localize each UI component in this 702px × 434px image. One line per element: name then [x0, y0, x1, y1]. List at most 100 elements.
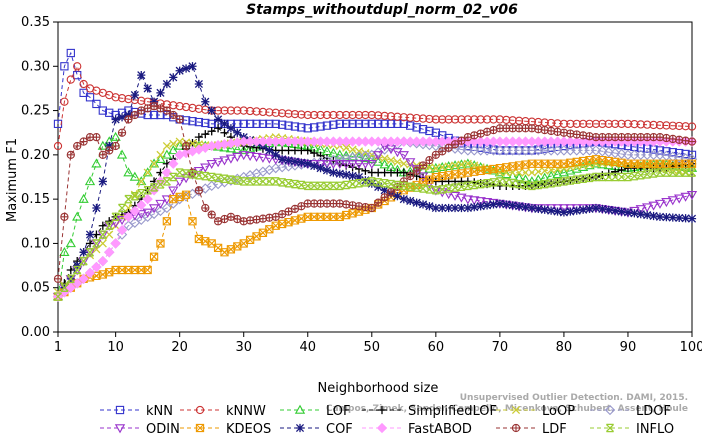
data-point-inflo: [53, 292, 63, 301]
data-point-lof: [84, 176, 96, 186]
data-point-odin: [232, 152, 243, 162]
data-point-simplifiedlof: [98, 221, 107, 230]
data-point-simplifiedlof: [220, 128, 229, 137]
data-point-ldf: [425, 156, 434, 164]
data-point-lof: [174, 140, 185, 150]
data-point-simplifiedlof: [66, 265, 75, 275]
data-point-knnw: [53, 141, 63, 151]
data-point-simplifiedlof: [611, 167, 620, 176]
data-point-ldf-ring: [162, 106, 172, 115]
y-tick-label: 0.25: [21, 104, 50, 119]
data-point-ldf: [406, 172, 414, 180]
data-point-knnw: [239, 106, 248, 115]
data-point-ldf-ring: [450, 140, 460, 149]
plot-area: 0.00 0.05 0.10 0.15 0.20 0.25 0.30 0.35 1 10 20 30 4…: [21, 15, 702, 355]
data-point-ldf-ring: [265, 213, 274, 222]
data-point-knnw: [604, 119, 613, 129]
data-point-inflo: [617, 172, 626, 182]
data-point-ldf: [124, 115, 133, 124]
y-tick-label: 0.00: [21, 325, 50, 340]
data-point-knnw: [566, 119, 575, 129]
data-point-ldf-ring: [457, 136, 466, 145]
data-point-inflo: [527, 181, 536, 191]
data-point-cof: [668, 213, 677, 222]
data-point-ldf: [182, 142, 190, 150]
data-point-ldf: [112, 142, 120, 150]
data-point-inflo: [470, 180, 479, 190]
data-point-cof: [297, 158, 306, 167]
data-point-inflo: [105, 221, 114, 230]
data-point-cof: [540, 205, 549, 214]
data-point-ldf-ring: [668, 134, 677, 144]
data-point-knn: [367, 119, 376, 129]
data-point-knn: [310, 123, 319, 132]
data-point-knn: [79, 88, 88, 98]
legend: kNN kNNW LOF SimplifiedLOF LoOP LDOF ODIN KDEOS…: [100, 404, 674, 434]
data-point-inflo: [79, 256, 88, 266]
data-point-knnw: [591, 119, 601, 129]
data-point-ldf: [470, 131, 478, 139]
data-point-odin: [667, 196, 678, 206]
data-point-knn: [342, 119, 351, 129]
data-point-cof: [111, 115, 120, 124]
data-point-cof: [137, 71, 146, 80]
data-point-ldf: [163, 106, 171, 115]
data-point-knnw: [578, 119, 588, 129]
data-point-cof: [85, 230, 95, 239]
data-point-odin: [244, 151, 256, 162]
data-point-inflo: [252, 177, 261, 186]
data-point-knnw: [450, 115, 460, 124]
data-point-ldf-ring: [124, 115, 133, 124]
data-point-ldf-ring: [105, 146, 114, 155]
legend-label-loop: LoOP: [542, 404, 575, 419]
data-point-knnw: [425, 114, 434, 124]
data-point-simplifiedlof: [201, 130, 210, 139]
data-point-inflo: [342, 180, 351, 190]
data-point-knn: [290, 122, 300, 131]
data-point-knn: [681, 149, 690, 159]
data-point-knnw: [623, 119, 633, 129]
data-point-cof: [527, 203, 536, 213]
data-point-loop: [534, 167, 543, 176]
legend-item-simplifiedlof: SimplifiedLOF: [362, 404, 497, 419]
data-point-ldf-ring: [578, 131, 588, 140]
data-point-knnw: [66, 75, 75, 84]
x-tick-label: 20: [171, 340, 188, 355]
data-point-ldf-ring: [258, 214, 268, 223]
data-point-simplifiedlof: [463, 177, 472, 186]
data-point-ldof: [674, 152, 685, 163]
data-point-ldf-ring: [239, 217, 248, 226]
legend-label-cof: COF: [326, 422, 353, 434]
data-point-ldf-ring: [60, 212, 69, 222]
data-point-ldf-ring: [687, 137, 697, 146]
data-point-cof: [463, 203, 472, 213]
data-point-cof: [98, 177, 107, 186]
legend-item-ldof: LDOF: [590, 404, 671, 419]
data-point-cof: [175, 66, 184, 75]
data-point-knnw: [233, 106, 242, 115]
legend-marker-knn: [115, 405, 125, 415]
data-point-loop: [521, 168, 530, 177]
data-point-knnw: [258, 107, 268, 117]
data-point-knnw: [380, 111, 389, 121]
legend-item-knnw: kNNW: [180, 404, 266, 419]
data-point-knn: [258, 119, 268, 129]
data-point-knnw: [73, 62, 82, 71]
data-point-odin: [654, 199, 666, 209]
data-point-fastabod: [142, 193, 153, 205]
data-point-ldf-ring: [406, 171, 415, 181]
data-point-knn: [374, 119, 383, 129]
legend-marker-cof: [295, 423, 305, 433]
data-point-knn: [399, 119, 408, 129]
data-point-cof: [585, 204, 594, 213]
data-point-ldf-ring: [553, 127, 562, 136]
data-point-odin: [635, 205, 646, 215]
data-point-ldf-ring: [527, 124, 537, 133]
data-point-inflo: [438, 185, 447, 194]
data-point-odin: [238, 151, 249, 161]
data-point-cof: [265, 146, 274, 155]
data-point-knnw: [271, 108, 280, 117]
data-point-inflo: [117, 203, 127, 213]
data-point-odin: [353, 159, 365, 170]
